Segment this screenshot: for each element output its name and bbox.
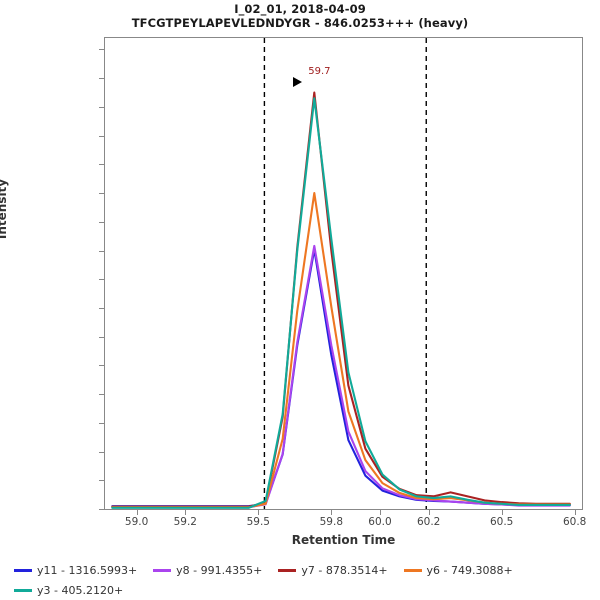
x-axis-tick-label: 60.5 xyxy=(489,516,514,528)
legend-item-label: y7 - 878.3514+ xyxy=(301,563,388,577)
y-axis-tick-mark xyxy=(99,509,104,510)
plot-area xyxy=(104,37,583,510)
legend-color-swatch-icon xyxy=(403,568,422,572)
series-line xyxy=(111,244,571,509)
legend-color-swatch-icon xyxy=(14,588,32,592)
legend-item[interactable]: y7 - 878.3514+ xyxy=(278,563,388,577)
chart-title-line1: I_02_01, 2018-04-09 xyxy=(234,2,366,16)
y-axis-tick-mark xyxy=(99,49,104,50)
x-axis-tick-mark xyxy=(185,510,186,515)
legend-item-label: y6 - 749.3088+ xyxy=(426,563,513,577)
x-axis-tick-label: 60.0 xyxy=(368,516,392,528)
series-line xyxy=(111,192,571,509)
legend-color-swatch-icon xyxy=(278,568,297,572)
y-axis-title: Intensity xyxy=(0,178,9,240)
legend-row: y3 - 405.2120+ xyxy=(0,580,600,600)
series-line xyxy=(111,248,571,508)
x-axis-tick-label: 59.5 xyxy=(246,516,270,528)
x-axis-tick-label: 59.0 xyxy=(124,516,149,528)
y-axis-tick-mark xyxy=(99,279,104,280)
x-axis-tick-mark xyxy=(502,510,503,515)
y-axis-tick-mark xyxy=(99,452,104,453)
y-axis-tick-mark xyxy=(99,394,104,395)
chart-title: I_02_01, 2018-04-09 TFCGTPEYLAPEVLEDNDYG… xyxy=(0,2,600,30)
x-axis-tick-mark xyxy=(429,510,430,515)
x-axis-tick-mark xyxy=(380,510,381,515)
series-line xyxy=(111,91,571,508)
legend-row: y11 - 1316.5993+ y8 - 991.4355+ y7 - 878.3… xyxy=(0,560,600,580)
y-axis-tick-mark xyxy=(99,251,104,252)
x-axis-tick-label: 59.2 xyxy=(173,516,197,528)
y-axis-tick-mark xyxy=(99,193,104,194)
y-axis-tick-mark xyxy=(99,78,104,79)
chart-title-line2: TFCGTPEYLAPEVLEDNDYGR - 846.0253+++ (hea… xyxy=(131,16,469,30)
x-axis-tick-label: 60.2 xyxy=(416,516,441,528)
x-axis-tick-label: 59.8 xyxy=(319,516,344,528)
legend-item-label: y3 - 405.2120+ xyxy=(37,583,124,597)
y-axis-tick-mark xyxy=(99,164,104,165)
legend-color-swatch-icon xyxy=(14,568,32,572)
legend-item-label: y11 - 1316.5993+ xyxy=(37,563,138,577)
legend-item[interactable]: y8 - 991.4355+ xyxy=(153,564,262,577)
y-axis-tick-mark xyxy=(99,365,104,366)
x-axis-tick-mark xyxy=(575,510,576,515)
series-line xyxy=(111,97,571,509)
legend-item[interactable]: y3 - 405.2120+ xyxy=(14,584,123,597)
legend-item-label: y8 - 991.4355+ xyxy=(176,563,263,577)
legend-color-swatch-icon xyxy=(153,568,172,572)
peak-retention-time-label: 59.7 xyxy=(308,66,331,78)
chart-legend: y11 - 1316.5993+ y8 - 991.4355+ y7 - 878.3… xyxy=(0,560,600,600)
legend-item[interactable]: y6 - 749.3088+ xyxy=(403,563,513,577)
y-axis-tick-mark xyxy=(99,423,104,424)
y-axis-tick-mark xyxy=(99,222,104,223)
legend-item[interactable]: y11 - 1316.5993+ xyxy=(14,564,137,577)
x-axis-tick-mark xyxy=(137,510,138,515)
peak-apex-marker-icon xyxy=(293,77,303,88)
y-axis-tick-mark xyxy=(99,107,104,108)
y-axis-tick-mark xyxy=(99,136,104,137)
series-layer xyxy=(111,38,571,509)
x-axis-tick-label: 60.8 xyxy=(562,516,587,528)
x-axis-tick-mark xyxy=(258,510,259,515)
y-axis-tick-mark xyxy=(99,337,104,338)
y-axis-tick-mark xyxy=(99,308,104,309)
x-axis-tick-mark xyxy=(331,510,332,515)
x-axis-title: Retention Time xyxy=(291,533,396,547)
y-axis-tick-mark xyxy=(99,480,104,481)
